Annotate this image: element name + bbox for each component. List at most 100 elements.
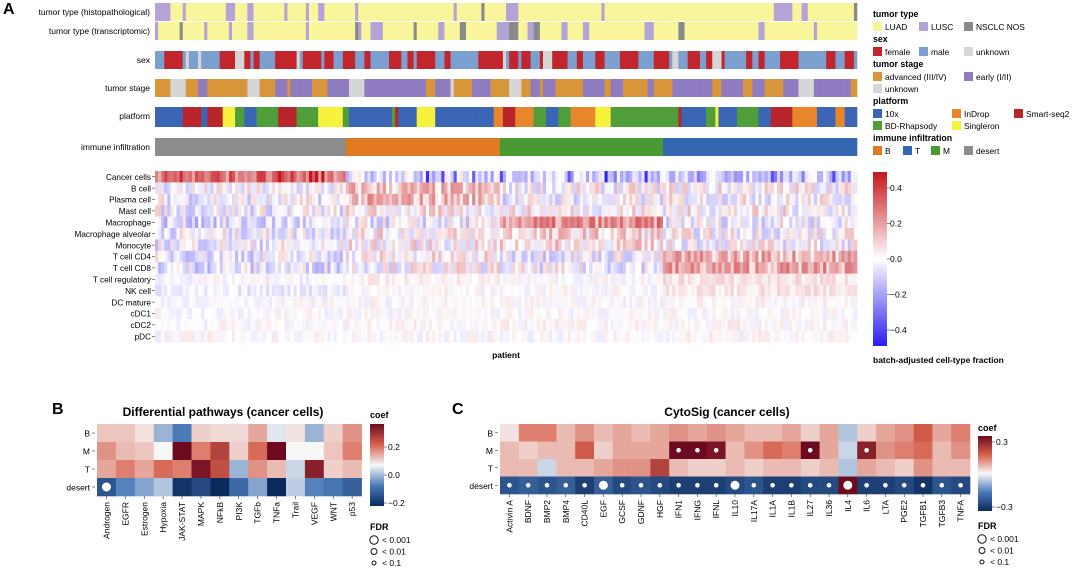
annotation-cell bbox=[623, 22, 633, 40]
heatmap-cell bbox=[478, 182, 482, 195]
heatmap-cell bbox=[780, 205, 784, 217]
heatmap-cell bbox=[244, 285, 248, 297]
heatmap-cell bbox=[536, 228, 541, 240]
heatmap-cell bbox=[533, 171, 538, 183]
heatmap-cell bbox=[783, 330, 787, 343]
heatmap-cell bbox=[315, 171, 319, 183]
heatmap-cell bbox=[552, 307, 556, 320]
heatmap-cell bbox=[339, 250, 344, 263]
heatmap-cell bbox=[164, 285, 168, 297]
cell-type-label: DC mature bbox=[111, 298, 151, 307]
heatmap-cell bbox=[173, 285, 177, 297]
heatmap-cell bbox=[832, 193, 836, 206]
heatmap-cell bbox=[767, 307, 772, 320]
heatmap-cell bbox=[281, 205, 285, 217]
heatmap-cell bbox=[853, 193, 858, 206]
heatmap-cell bbox=[644, 250, 648, 263]
heatmap-cell bbox=[820, 182, 824, 195]
heatmap-cell bbox=[272, 182, 276, 195]
heatmap-cell bbox=[444, 205, 448, 217]
heatmap-cell bbox=[250, 228, 254, 240]
heatmap-cell bbox=[575, 424, 595, 442]
heatmap-cell bbox=[656, 182, 661, 195]
heatmap-cell bbox=[601, 319, 605, 331]
heatmap-cell bbox=[913, 441, 933, 460]
patient-axis-label: patient bbox=[492, 350, 520, 360]
heatmap-cell bbox=[506, 273, 510, 286]
heatmap-cell bbox=[678, 171, 682, 183]
heatmap-cell bbox=[786, 228, 790, 240]
heatmap-col-label: BMP4 bbox=[561, 500, 571, 523]
heatmap-cell bbox=[247, 250, 251, 263]
heatmap-cell bbox=[462, 228, 467, 240]
heatmap-cell bbox=[401, 182, 405, 195]
heatmap-cell bbox=[235, 307, 239, 320]
annotation-cell bbox=[487, 22, 498, 40]
heatmap-cell bbox=[419, 171, 424, 183]
heatmap-cell bbox=[693, 330, 698, 343]
heatmap-cell bbox=[315, 239, 319, 252]
heatmap-cell bbox=[490, 285, 495, 297]
heatmap-cell bbox=[696, 296, 701, 309]
heatmap-cell bbox=[635, 182, 639, 195]
heatmap-col-label: Hypoxia bbox=[158, 502, 168, 533]
heatmap-cell bbox=[533, 182, 538, 195]
heatmap-cell bbox=[167, 182, 171, 195]
heatmap-cell bbox=[586, 319, 590, 331]
heatmap-cell bbox=[172, 460, 192, 479]
heatmap-cell bbox=[410, 250, 414, 263]
heatmap-cell bbox=[496, 330, 501, 343]
heatmap-cell bbox=[275, 228, 279, 240]
heatmap-cell bbox=[355, 250, 359, 263]
heatmap-cell bbox=[330, 228, 334, 240]
heatmap-cell bbox=[819, 424, 839, 442]
heatmap-cell bbox=[352, 239, 356, 252]
heatmap-cell bbox=[395, 285, 399, 297]
heatmap-cell bbox=[512, 171, 516, 183]
heatmap-cell bbox=[195, 307, 199, 320]
heatmap-cell bbox=[327, 250, 331, 263]
heatmap-cell bbox=[238, 239, 242, 252]
annotation-cell bbox=[256, 3, 267, 21]
heatmap-cell bbox=[758, 205, 762, 217]
heatmap-cell bbox=[727, 262, 732, 274]
heatmap-cell bbox=[644, 262, 648, 274]
heatmap-cell bbox=[170, 182, 174, 195]
heatmap-cell bbox=[191, 307, 196, 320]
heatmap-cell bbox=[595, 182, 599, 195]
heatmap-cell bbox=[835, 171, 839, 183]
heatmap-cell bbox=[586, 250, 590, 263]
heatmap-cell bbox=[484, 171, 488, 183]
heatmap-cell bbox=[527, 285, 531, 297]
heatmap-cell bbox=[185, 319, 190, 331]
heatmap-cell bbox=[235, 296, 239, 309]
heatmap-cell bbox=[669, 239, 673, 252]
heatmap-cell bbox=[481, 171, 485, 183]
heatmap-cell bbox=[706, 205, 710, 217]
heatmap-cell bbox=[780, 319, 784, 331]
heatmap-cell bbox=[721, 330, 725, 343]
heatmap-cell bbox=[638, 182, 642, 195]
heatmap-cell bbox=[361, 250, 365, 263]
heatmap-cell bbox=[487, 273, 491, 286]
heatmap-cell bbox=[422, 216, 427, 229]
annotation-cell bbox=[228, 22, 233, 40]
heatmap-cell bbox=[512, 228, 516, 240]
heatmap-cell bbox=[783, 307, 787, 320]
heatmap-cell bbox=[595, 171, 599, 183]
heatmap-cell bbox=[810, 262, 815, 274]
heatmap-cell bbox=[308, 319, 313, 331]
heatmap-cell bbox=[259, 307, 264, 320]
heatmap-cell bbox=[847, 250, 852, 263]
heatmap-cell bbox=[542, 330, 547, 343]
heatmap-cell bbox=[807, 228, 812, 240]
heatmap-cell bbox=[487, 228, 491, 240]
heatmap-cell bbox=[844, 296, 849, 309]
heatmap-cell bbox=[567, 262, 572, 274]
heatmap-cell bbox=[268, 239, 273, 252]
heatmap-cell bbox=[536, 273, 541, 286]
annotation-cell bbox=[450, 51, 454, 69]
heatmap-row bbox=[155, 285, 858, 297]
heatmap-cell bbox=[826, 307, 830, 320]
heatmap-col-label: MAPK bbox=[196, 502, 206, 526]
